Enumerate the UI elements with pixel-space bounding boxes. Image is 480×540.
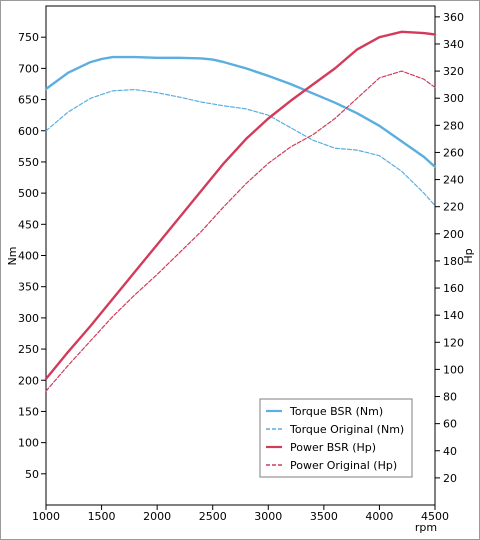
y-left-tick-label: 400 bbox=[18, 250, 39, 263]
series-line-torque-bsr-nm bbox=[44, 55, 437, 169]
y-right-tick-label: 160 bbox=[443, 282, 464, 295]
axes-layer: 1000 1500 2000 2500 3000 3500 4000 4500 50 100 150… bbox=[6, 5, 475, 534]
series-line-torque-original-nm bbox=[45, 88, 436, 207]
y-right-axis-title: Hp bbox=[462, 248, 475, 263]
legend-entry: Power Original (Hp) bbox=[290, 459, 397, 472]
y-right-tick-label: 220 bbox=[443, 201, 464, 214]
y-right-tick-label: 100 bbox=[443, 363, 464, 376]
y-left-tick-label: 750 bbox=[18, 31, 39, 44]
y-right-tick-label: 80 bbox=[443, 391, 457, 404]
y-right-tick-label: 200 bbox=[443, 228, 464, 241]
y-left-tick-label: 600 bbox=[18, 125, 39, 138]
legend-entry: Power BSR (Hp) bbox=[290, 441, 376, 454]
y-right-tick-label: 360 bbox=[443, 11, 464, 24]
y-right-tick-label: 60 bbox=[443, 418, 457, 431]
y-left-tick-label: 700 bbox=[18, 62, 39, 75]
x-tick-label: 2000 bbox=[143, 510, 171, 523]
legend: Torque BSR (Nm) Torque Original (Nm) Power… bbox=[259, 398, 413, 478]
x-tick-label: 2500 bbox=[199, 510, 227, 523]
x-tick-label: 1000 bbox=[32, 510, 60, 523]
y-left-tick-label: 150 bbox=[18, 405, 39, 418]
x-tick-label: 3000 bbox=[254, 510, 282, 523]
y-right-tick-label: 40 bbox=[443, 445, 457, 458]
legend-box bbox=[259, 398, 413, 478]
y-left-tick-label: 500 bbox=[18, 187, 39, 200]
y-left-tick-label: 350 bbox=[18, 281, 39, 294]
y-right-tick-label: 340 bbox=[443, 38, 464, 51]
y-right-tick-label: 280 bbox=[443, 119, 464, 132]
series-line-power-bsr-hp bbox=[44, 30, 437, 381]
y-left-tick-label: 650 bbox=[18, 94, 39, 107]
y-right-tick-label: 260 bbox=[443, 146, 464, 159]
y-left-tick-label: 300 bbox=[18, 312, 39, 325]
y-right-tick-label: 320 bbox=[443, 65, 464, 78]
series-layer bbox=[44, 30, 437, 392]
y-right-tick-label: 180 bbox=[443, 255, 464, 268]
x-tick-label: 3500 bbox=[310, 510, 338, 523]
x-tick-label: 4500 bbox=[421, 510, 449, 523]
series-line-power-original-hp bbox=[45, 70, 436, 392]
y-right-tick-label: 240 bbox=[443, 174, 464, 187]
y-right-tick-label: 300 bbox=[443, 92, 464, 105]
y-left-tick-label: 100 bbox=[18, 437, 39, 450]
y-left-tick-label: 550 bbox=[18, 156, 39, 169]
y-left-tick-label: 50 bbox=[25, 468, 39, 481]
y-right-tick-label: 120 bbox=[443, 336, 464, 349]
legend-entry: Torque Original (Nm) bbox=[289, 423, 404, 436]
y-right-tick-label: 140 bbox=[443, 309, 464, 322]
legend-entry: Torque BSR (Nm) bbox=[289, 405, 383, 418]
y-left-tick-label: 450 bbox=[18, 218, 39, 231]
y-left-axis-title: Nm bbox=[6, 247, 19, 266]
x-tick-label: 1500 bbox=[88, 510, 116, 523]
y-left-tick-label: 250 bbox=[18, 343, 39, 356]
y-left-tick-label: 200 bbox=[18, 374, 39, 387]
y-right-tick-label: 20 bbox=[443, 472, 457, 485]
x-axis-title: rpm bbox=[415, 521, 437, 534]
x-tick-label: 4000 bbox=[365, 510, 393, 523]
